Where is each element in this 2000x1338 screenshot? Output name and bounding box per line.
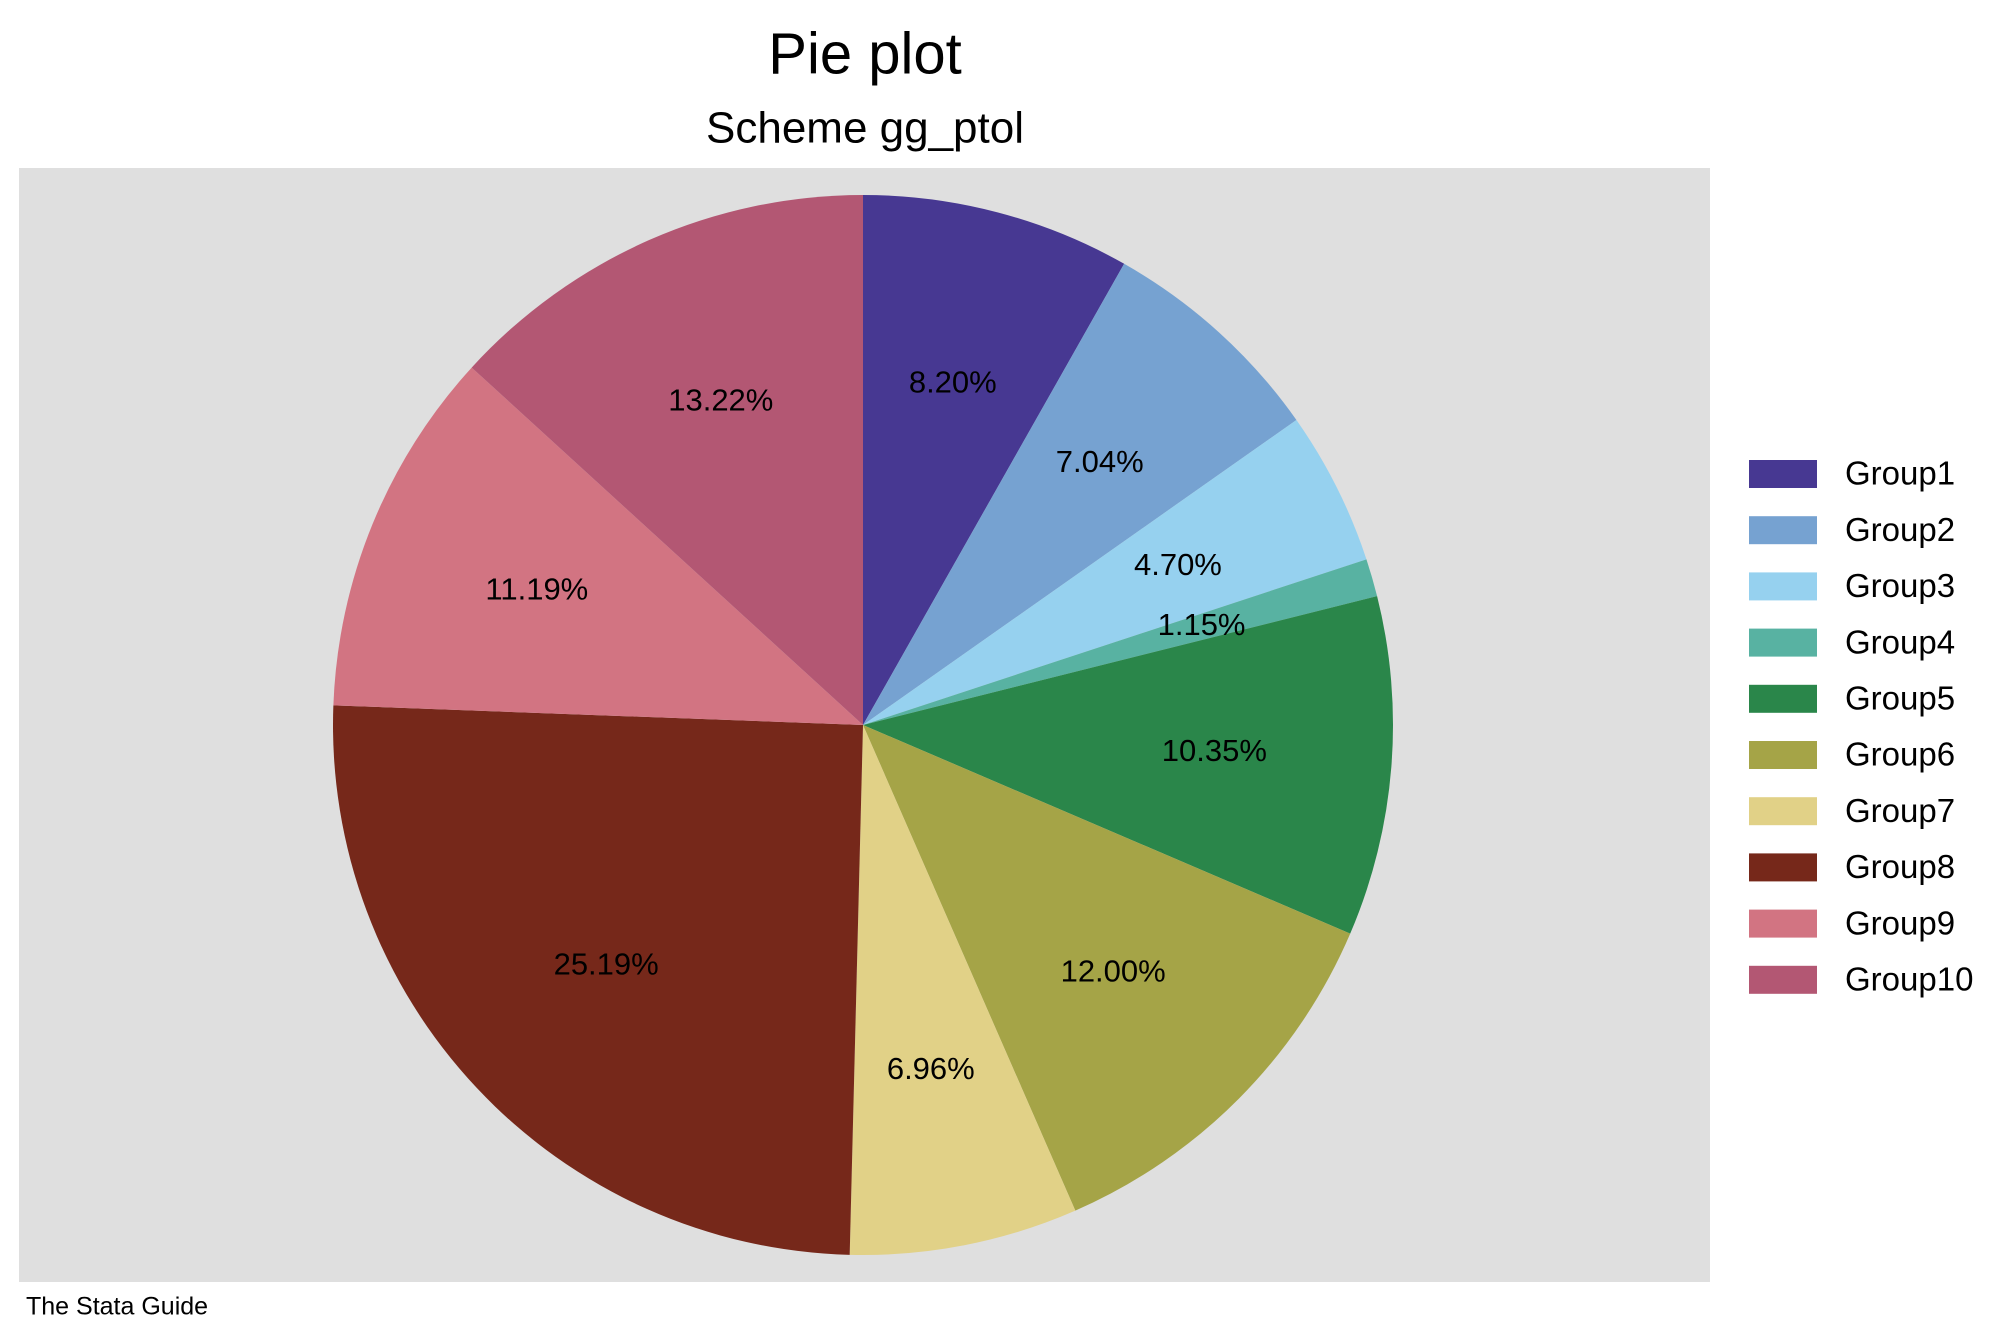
data-label: 1.15% xyxy=(1158,607,1246,642)
data-label: 8.20% xyxy=(909,364,997,399)
pie-slice xyxy=(863,559,1378,725)
legend-label: Group10 xyxy=(1845,961,1973,998)
pie-slice xyxy=(849,725,1076,1255)
legend-swatch xyxy=(1749,797,1817,826)
legend-label: Group5 xyxy=(1845,680,1955,717)
legend-swatch xyxy=(1749,460,1817,488)
legend-label: Group2 xyxy=(1845,511,1955,548)
data-label: 11.19% xyxy=(485,572,588,607)
legend-label: Group6 xyxy=(1845,736,1955,773)
legend-label: Group7 xyxy=(1845,792,1955,829)
chart-subtitle: Scheme gg_ptol xyxy=(706,104,1024,153)
legend-swatch xyxy=(1749,572,1817,601)
legend-label: Group8 xyxy=(1845,848,1955,885)
chart-title: Pie plot xyxy=(768,21,961,86)
data-label: 6.96% xyxy=(887,1051,975,1086)
legend-label: Group4 xyxy=(1845,623,1955,660)
legend-swatch xyxy=(1749,516,1817,545)
legend-swatch xyxy=(1749,741,1817,769)
data-label: 7.04% xyxy=(1056,444,1144,479)
data-label: 13.22% xyxy=(668,383,773,418)
pie-slice xyxy=(471,195,863,725)
legend-label: Group3 xyxy=(1845,567,1955,604)
data-label: 12.00% xyxy=(1061,953,1166,988)
legend-swatch xyxy=(1749,965,1817,994)
legend-swatch xyxy=(1749,684,1817,713)
pie-slice xyxy=(333,705,864,1255)
legend-label: Group1 xyxy=(1845,455,1955,492)
legend-swatch xyxy=(1749,909,1817,938)
pie-slice xyxy=(333,367,863,725)
pie-slice xyxy=(863,195,1125,725)
pie-slice xyxy=(863,596,1393,934)
data-label: 4.70% xyxy=(1134,547,1222,582)
pie-slice xyxy=(863,263,1297,725)
pie-slice xyxy=(863,725,1351,1211)
legend-label: Group9 xyxy=(1845,904,1955,941)
data-label: 25.19% xyxy=(554,947,659,982)
note: The Stata Guide xyxy=(26,1293,208,1321)
pie-slice xyxy=(863,419,1367,725)
data-label: 10.35% xyxy=(1162,733,1267,768)
legend-swatch xyxy=(1749,853,1817,882)
legend-swatch xyxy=(1749,628,1817,657)
